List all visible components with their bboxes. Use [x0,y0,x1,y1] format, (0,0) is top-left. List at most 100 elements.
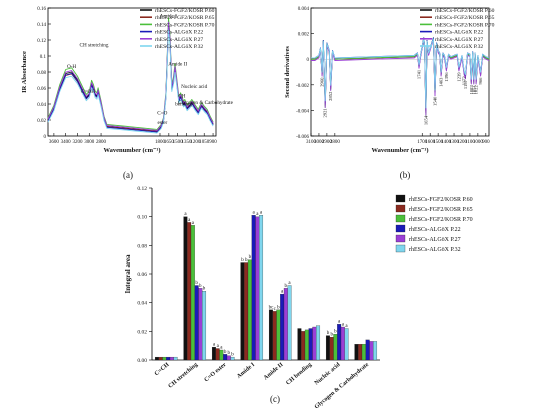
y-tick-label: 0.04 [37,103,46,108]
legend-label: rhESCs-ALGöX P.32 [155,44,203,50]
y-tick-label: 0.08 [37,71,46,76]
band-annotation: Glycogen & Carbohydrate [178,100,234,106]
series-line-P65 [47,26,214,132]
category-label: Amide II [263,362,285,382]
peak-label: 1083 [469,85,474,95]
x-tick-label: 2900 [322,140,333,145]
legend-label: rhESCs-ALGöX P.32 [435,44,483,50]
bar-P70 [190,225,195,361]
significance-letter: b [195,281,198,286]
x-tick-label: 3600 [49,140,60,145]
bar-AP22 [194,285,199,361]
y-axis-label: Integral area [124,254,132,293]
significance-letter: b [245,258,248,263]
bar-AP22 [251,215,256,361]
significance-letter: b [334,330,337,335]
panel-b: -0.006 -0.004 -0.002 0 0.002 0.004 31003000290… [284,7,495,180]
peak-label: 1051 [471,85,476,95]
legend-swatch [395,214,406,223]
band-annotation: ester [157,120,167,126]
significance-letter: a [342,323,345,328]
legend-label: rhESCs-ALGöX P.32 [409,247,461,253]
x-tick-label: 1050 [199,140,210,145]
bar-AP32 [173,356,178,361]
peak-label: 1157 [463,79,468,89]
y-tick-label: 0.02 [37,119,46,124]
x-tick-label: 3400 [61,140,72,145]
bar-P60 [297,328,302,361]
legend-swatch [395,244,406,253]
bar-AP22 [166,356,171,361]
y-tick-label: 0.002 [298,33,310,38]
significance-letter: b [228,351,231,356]
bar-AP32 [287,285,292,361]
category-label: Glycogen & Carbohydrate [314,362,370,411]
significance-letter: c [274,307,277,312]
y-tick-label: -0.006 [296,135,309,140]
panel-a: 0 0.02 0.04 0.06 0.08 0.1 0.12 0.14 0.16 3600 3400… [21,7,234,180]
panel-c: 0.00 0.02 0.04 0.06 0.08 0.10 0.12 Integral are… [124,186,473,410]
y-tick-label: 0.00 [137,358,147,364]
category-label: CH stretching [168,362,199,390]
y-tick-label: -0.004 [296,109,309,114]
band-annotation: Amide I [160,14,177,20]
bar-P70 [247,259,252,361]
significance-letter: a [184,212,187,217]
bar-AP27 [369,341,374,361]
peak-label: 1239 [456,72,461,82]
bar-AP32 [373,341,378,361]
significance-letter: b [203,287,206,292]
legend-label: rhESCs-FGF2/KOSR P.60 [409,197,473,203]
bar-AP27 [283,288,288,361]
legend-swatch [395,194,406,203]
significance-letter: a [192,221,195,226]
series-line-P65 [311,39,490,111]
bar-P70 [361,344,366,361]
legend-swatch [395,234,406,243]
bar-AP27 [340,326,345,361]
x-tick-label: 1200 [457,140,468,145]
y-tick-label: 0.06 [37,87,46,92]
band-annotation: C=OH [81,89,95,95]
bar-P70 [162,356,167,361]
bar-AP32 [344,328,349,361]
category-label: C=CH [154,362,171,378]
bar-P70 [304,329,309,361]
peak-label: 2921 [323,108,328,118]
bar-AP27 [255,216,260,361]
y-tick-label: 0.16 [37,7,46,12]
legend-label: rhESCs-FGF2/KOSR P.70 [435,22,495,28]
x-axis-label: Wavenumber (cm⁻¹) [103,147,160,154]
x-tick-label: 1400 [441,140,452,145]
significance-letter: a [288,281,291,286]
significance-letter: b [330,333,333,338]
peak-label: 1396 [444,72,449,82]
bar-AP32 [259,215,264,361]
plot-frame [310,7,490,137]
x-tick-label: 3000 [84,140,95,145]
band-annotation: C=O [157,110,167,116]
peak-label: 1654 [423,115,428,125]
category-label: CH bending [285,362,313,387]
x-tick-label: 900 [482,140,490,145]
legend-label: rhESCs-FGF2/KOSR P.65 [409,207,473,213]
peak-label: 1172 [462,76,467,86]
panel-label-c: (c) [270,394,280,404]
legend-label: rhESCs-FGF2/KOSR P.70 [409,217,473,223]
significance-letter: a [220,345,223,350]
bar-AP22 [223,354,228,361]
peak-label: 2852 [328,91,333,101]
x-tick-label: 900 [209,140,217,145]
legend-label: rhESCs-FGF2/KOSR P.65 [155,15,215,21]
bar-P65 [272,311,277,361]
bar-P60 [154,356,159,361]
bar-AP22 [337,324,342,361]
band-annotation: O-H [67,64,76,70]
bar-AP22 [280,293,285,361]
x-tick-label: 1600 [425,140,436,145]
bar-P65 [244,262,249,361]
x-tick-label: 1700 [417,140,428,145]
bar-P70 [333,334,338,361]
bar-AP32 [316,325,321,361]
